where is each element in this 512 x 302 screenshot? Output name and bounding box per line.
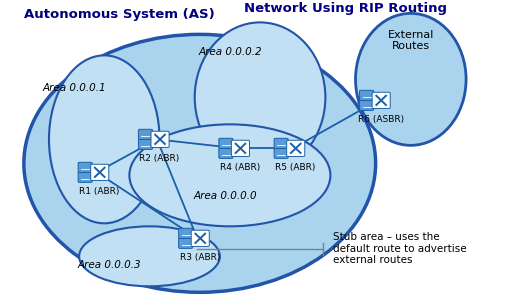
FancyBboxPatch shape: [287, 140, 305, 156]
FancyBboxPatch shape: [179, 238, 193, 248]
FancyBboxPatch shape: [78, 162, 92, 172]
Ellipse shape: [130, 124, 330, 226]
FancyBboxPatch shape: [78, 172, 92, 182]
FancyBboxPatch shape: [372, 92, 390, 108]
FancyBboxPatch shape: [151, 131, 169, 147]
Text: R5 (ABR): R5 (ABR): [275, 163, 315, 172]
Text: R4 (ABR): R4 (ABR): [220, 163, 260, 172]
Text: Area 0.0.0.1: Area 0.0.0.1: [42, 83, 106, 93]
Text: Stub area – uses the
default route to advertise
external routes: Stub area – uses the default route to ad…: [333, 232, 466, 265]
FancyBboxPatch shape: [219, 138, 233, 149]
Ellipse shape: [195, 22, 325, 172]
FancyBboxPatch shape: [179, 228, 193, 239]
Text: R2 (ABR): R2 (ABR): [139, 154, 180, 163]
Text: Area 0.0.0.0: Area 0.0.0.0: [193, 191, 257, 201]
Ellipse shape: [24, 34, 376, 292]
Ellipse shape: [355, 13, 466, 145]
Text: Area 0.0.0.2: Area 0.0.0.2: [198, 47, 262, 57]
FancyBboxPatch shape: [231, 140, 249, 156]
FancyBboxPatch shape: [191, 230, 209, 246]
FancyBboxPatch shape: [359, 100, 374, 111]
Text: Area 0.0.0.3: Area 0.0.0.3: [77, 260, 141, 270]
Ellipse shape: [79, 226, 220, 286]
Text: R3 (ABR): R3 (ABR): [180, 253, 220, 262]
Text: R6 (ASBR): R6 (ASBR): [357, 115, 403, 124]
FancyBboxPatch shape: [274, 138, 288, 149]
FancyBboxPatch shape: [359, 90, 374, 101]
Text: R1 (ABR): R1 (ABR): [79, 187, 119, 196]
Text: Network Using RIP Routing: Network Using RIP Routing: [244, 2, 447, 15]
FancyBboxPatch shape: [219, 148, 233, 158]
FancyBboxPatch shape: [138, 139, 153, 149]
FancyBboxPatch shape: [274, 148, 288, 158]
Ellipse shape: [49, 55, 160, 223]
FancyBboxPatch shape: [91, 164, 109, 180]
Text: External
Routes: External Routes: [388, 30, 434, 51]
FancyBboxPatch shape: [138, 129, 153, 140]
Text: Autonomous System (AS): Autonomous System (AS): [24, 8, 215, 21]
